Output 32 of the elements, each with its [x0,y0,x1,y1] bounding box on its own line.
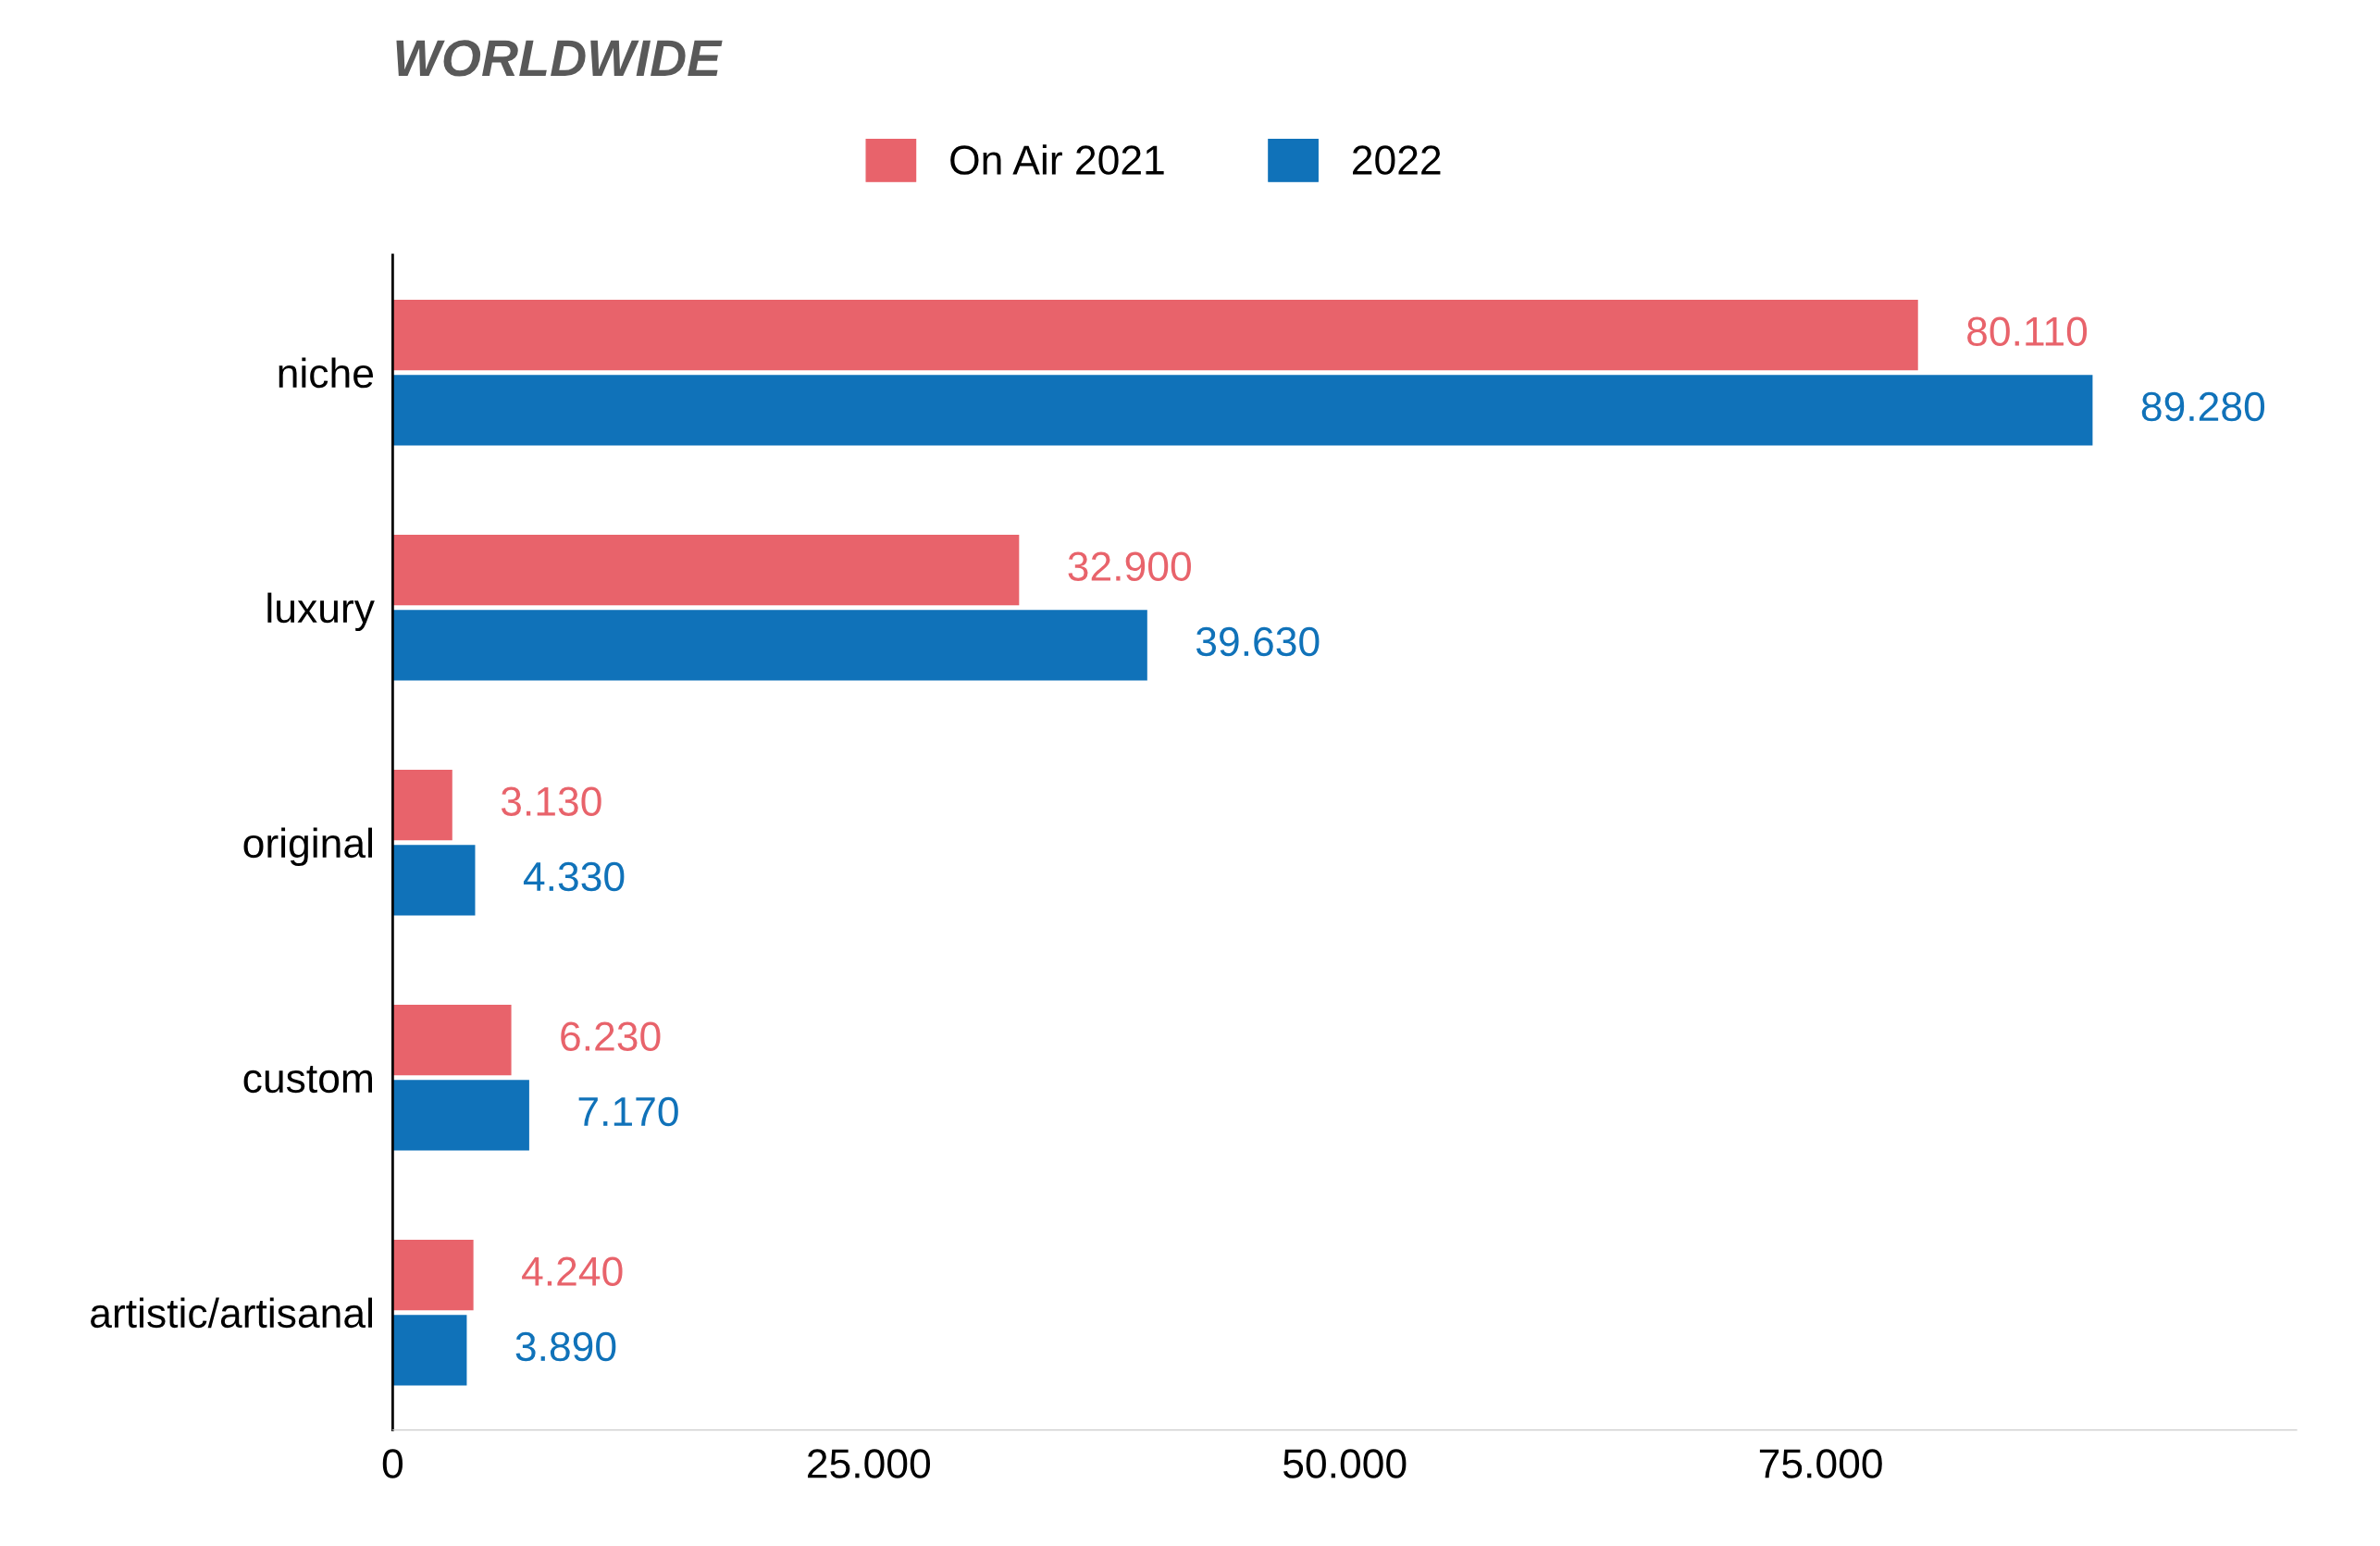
data-label: 3.890 [515,1331,616,1362]
bar [392,1004,512,1076]
data-label: 39.630 [1196,626,1320,657]
x-tick-label: 50.000 [1283,1449,1407,1478]
bar [392,610,1147,681]
data-label: 3.130 [501,786,601,816]
data-label: 80.110 [1967,316,2088,346]
data-label: 32.900 [1068,551,1191,581]
bar [392,299,1918,371]
legend-label: On Air 2021 [950,144,1164,175]
y-tick-label: custom [243,1066,373,1094]
data-label: 4.240 [522,1256,623,1286]
legend-label: 2022 [1353,145,1441,175]
bar [392,1080,529,1151]
data-label: 7.170 [578,1096,678,1127]
bar [392,1239,474,1311]
bar [392,375,2093,446]
bar [392,1315,467,1386]
chart-title: WORLDWIDE [396,40,723,77]
y-tick-label: original [243,827,372,867]
bar [392,534,1020,606]
data-label: 89.280 [2141,391,2265,422]
bar [392,769,452,841]
bar [392,845,476,916]
y-tick-label: luxury [267,592,375,632]
y-tick-label: niche [279,357,373,389]
x-tick-label: 0 [382,1449,403,1478]
x-tick-label: 75.000 [1759,1449,1882,1478]
x-tick-label: 25.000 [808,1449,931,1478]
data-label: 4.330 [523,861,625,892]
y-tick-label: artistic/artisanal [91,1297,372,1329]
data-label: 6.230 [561,1021,661,1051]
